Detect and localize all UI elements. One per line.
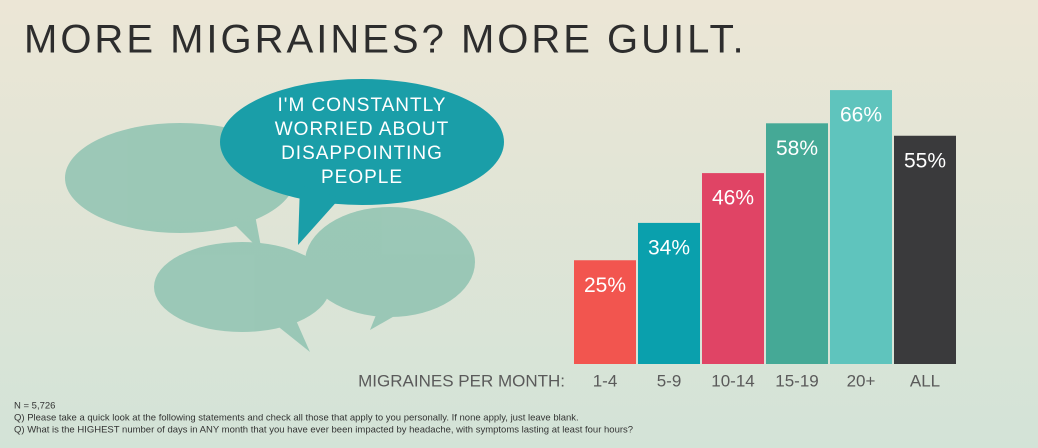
bubble-text: WORRIED ABOUT [275,119,450,140]
value-label: 66% [840,104,882,127]
value-label: 34% [648,236,690,259]
value-label: 46% [712,187,754,210]
x-tick-label: 5-9 [657,371,682,390]
bar [830,90,892,364]
bar [574,260,636,364]
x-tick-label: ALL [910,371,940,390]
bar [894,135,956,364]
footnote: Q) Please take a quick look at the follo… [14,413,579,424]
bubble-text: DISAPPOINTING [281,143,443,164]
bar [766,123,828,364]
x-tick-label: 1-4 [593,371,618,390]
chart-title: MORE MIGRAINES? MORE GUILT. [24,18,747,62]
speech-bubbles [65,123,475,352]
bubble-text: PEOPLE [321,167,403,188]
x-tick-label: 20+ [847,371,876,390]
x-axis-label: MIGRAINES PER MONTH: [358,371,565,390]
main-bubble [220,79,504,245]
x-tick-label: 10-14 [711,371,754,390]
footnote: N = 5,726 [14,401,55,412]
footnote: Q) What is the HIGHEST number of days in… [14,425,633,436]
value-label: 58% [776,137,818,160]
bubble-text: I'M CONSTANTLY [278,95,447,116]
bar [638,222,700,364]
x-tick-label: 15-19 [775,371,818,390]
bar [702,173,764,364]
value-label: 55% [904,149,946,172]
value-label: 25% [584,274,626,297]
